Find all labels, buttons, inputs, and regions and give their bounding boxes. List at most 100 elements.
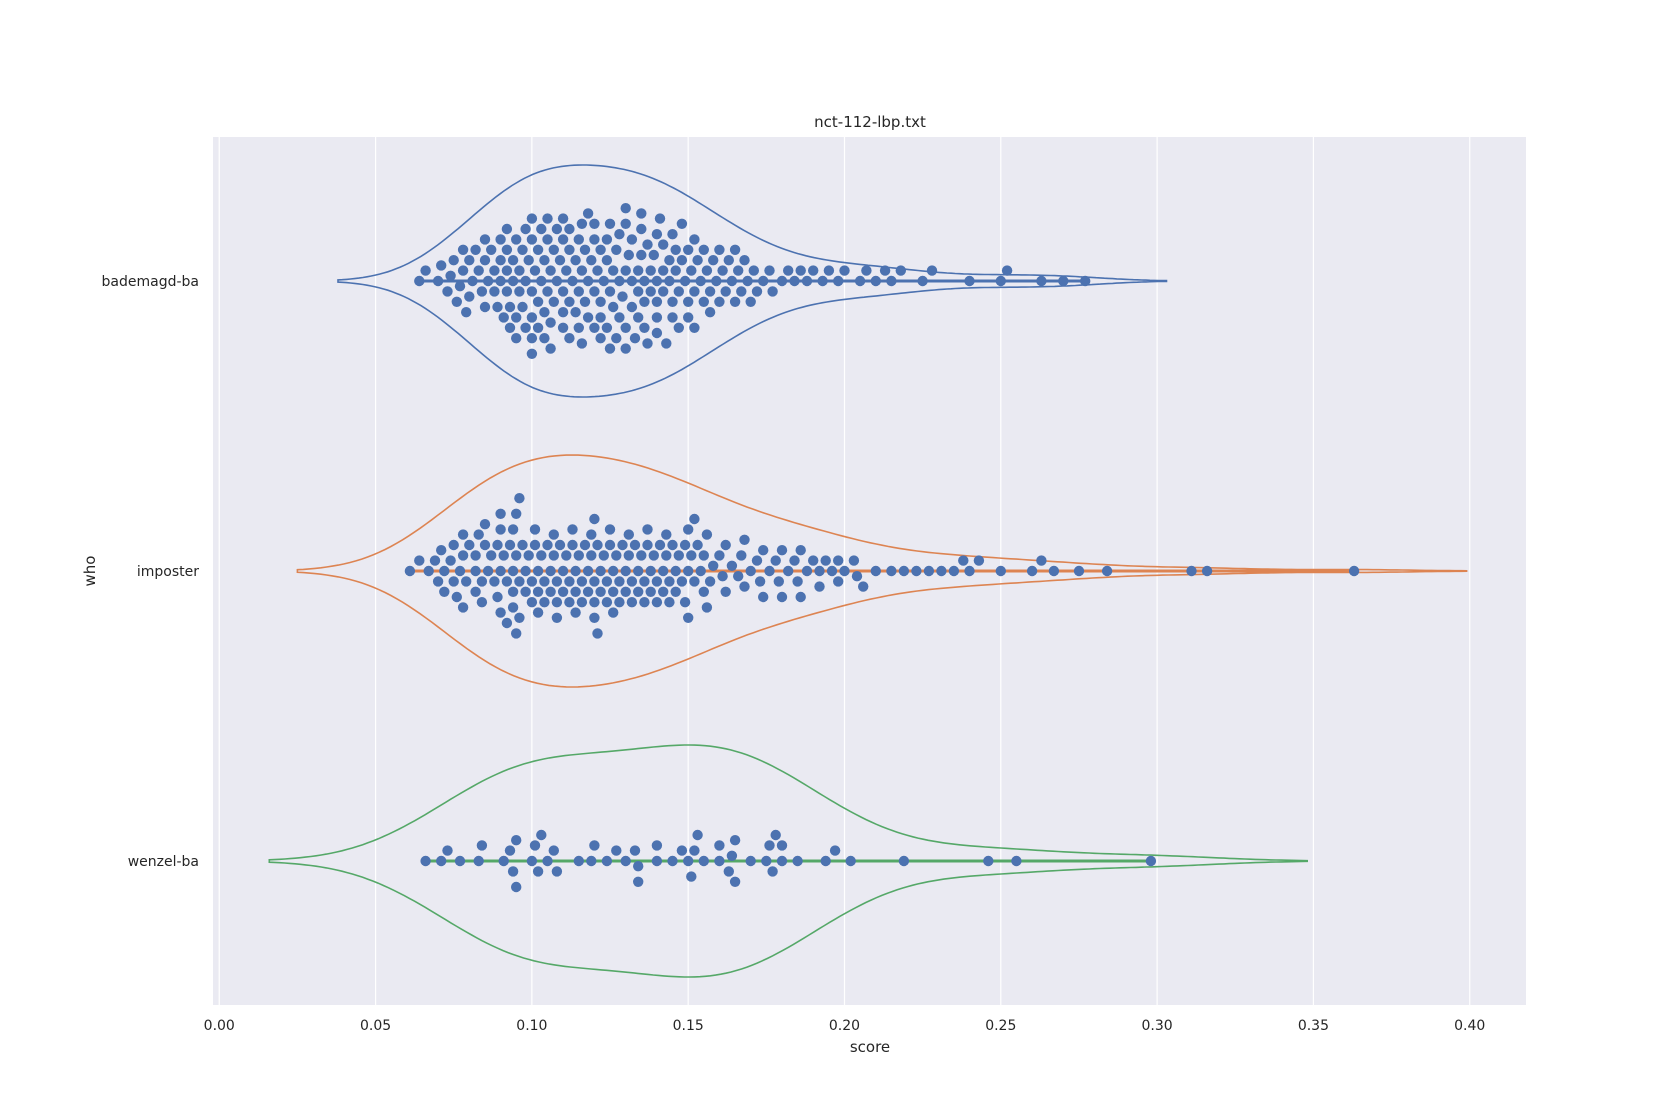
swarm-point [501,265,513,276]
swarm-point [1073,565,1085,577]
swarm-point [633,286,644,297]
swarm-point [451,591,462,603]
swarm-point [614,312,625,323]
swarm-point [851,571,863,582]
swarm-point [711,275,722,287]
swarm-point [476,286,488,297]
swarm-point [536,275,547,287]
swarm-point [517,301,528,313]
swarm-point [642,524,653,535]
swarm-point [420,265,431,276]
swarm-point [608,607,619,618]
swarm-point [886,275,897,287]
swarm-point [683,244,694,255]
y-tick-labels: bademagd-ba imposter wenzel-ba [102,274,200,870]
swarm-point [667,855,678,867]
swarm-point [576,576,588,587]
swarm-point [1048,565,1060,577]
swarm-point [626,234,638,245]
swarm-point [708,255,719,266]
swarm-point [658,286,669,297]
swarm-point [870,565,881,577]
swarm-point [573,550,584,561]
swarm-point [648,550,659,561]
swarm-point [557,234,569,245]
swarm-point [423,565,434,577]
swarm-point [683,855,694,867]
swarm-point [595,244,606,255]
swarm-point [498,312,509,323]
swarm-point [764,840,775,851]
swarm-point [507,565,519,577]
swarm-point [795,265,806,276]
x-tick-label: 0.20 [829,1018,860,1034]
swarm-point [517,539,528,551]
swarm-point [551,612,563,623]
swarm-point [448,539,459,551]
swarm-point [482,565,494,577]
swarm-point [789,555,800,566]
swarm-point [717,265,728,276]
swarm-point [698,244,709,255]
swarm-point [570,586,581,597]
swarm-point [826,565,838,577]
swarm-point [692,255,703,266]
swarm-point [582,312,594,323]
swarm-point [639,275,650,287]
swarm-point [542,539,553,551]
swarm-point [495,255,506,266]
swarm-point [1036,275,1047,287]
swarm-point [479,539,491,551]
swarm-point [1026,565,1038,577]
swarm-point [489,576,500,587]
swarm-point [601,855,613,867]
swarm-point [667,312,678,323]
swarm-point [526,213,538,224]
swarm-point [848,555,860,566]
swarm-point [501,244,513,255]
swarm-point [639,597,650,608]
swarm-point [501,617,513,629]
swarm-point [683,296,694,307]
swarm-point [601,255,613,266]
swarm-point [651,312,663,323]
swarm-point [676,845,688,856]
swarm-point [592,265,603,276]
swarm-point [582,208,594,219]
swarm-point [514,612,525,623]
swarm-point [642,539,653,551]
swarm-point [651,597,663,608]
swarm-point [432,275,444,287]
swarm-point [498,550,509,561]
swarm-point [589,840,600,851]
swarm-point [814,581,825,592]
chart-title: nct-112-lbp.txt [814,113,926,131]
swarm-point [545,265,556,276]
swarm-point [529,539,541,551]
swarm-point [604,524,616,535]
swarm-point [995,565,1006,577]
swarm-point [608,265,619,276]
swarm-point [486,244,497,255]
swarm-point [948,565,960,577]
swarm-point [792,855,803,867]
swarm-point [479,519,491,530]
swarm-point [898,855,910,867]
swarm-point [536,223,547,235]
swarm-point [683,612,694,623]
swarm-point [532,586,544,597]
swarm-point [689,576,700,587]
swarm-point [445,270,456,281]
swarm-point [808,265,819,276]
swarm-point [545,343,556,354]
swarm-point [511,550,522,561]
swarm-point [576,265,588,276]
swarm-point [726,560,738,571]
swarm-point [776,840,788,851]
swarm-point [548,845,559,856]
swarm-point [601,597,613,608]
swarm-point [829,845,841,856]
swarm-point [564,296,575,307]
swarm-point [679,597,691,608]
swarm-point [936,565,947,577]
